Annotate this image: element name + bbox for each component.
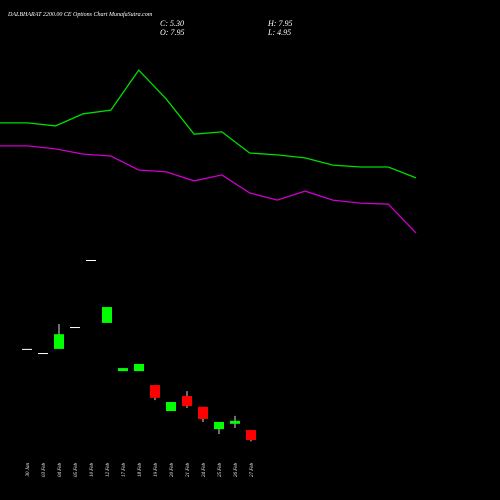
- x-tick-label: 03 Feb: [42, 463, 47, 478]
- ma-line: [0, 69, 417, 179]
- chart-title: DALBHARAT 2200.00 CE Options Chart Munaf…: [7, 11, 153, 18]
- candle-body: [214, 421, 224, 430]
- x-tick-label: 12 Feb: [106, 463, 111, 478]
- candle-body: [38, 353, 48, 355]
- candle-body: [134, 363, 144, 372]
- x-tick-label: 18 Feb: [138, 463, 143, 478]
- x-tick-label: 21 Feb: [186, 463, 191, 478]
- x-tick-label: 27 Feb: [250, 463, 255, 478]
- candle-body: [118, 368, 128, 372]
- info-close: C: 5.30: [160, 19, 184, 28]
- info-low: L: 4.95: [267, 28, 291, 37]
- x-tick-label: 04 Feb: [58, 463, 63, 478]
- candle-body: [22, 348, 32, 350]
- candle-body: [246, 430, 256, 441]
- info-open: O: 7.95: [160, 28, 184, 37]
- candle-body: [166, 401, 176, 412]
- x-tick-label: 05 Feb: [74, 463, 79, 478]
- candle-body: [230, 420, 240, 424]
- x-tick-label: 26 Feb: [234, 463, 239, 478]
- candle-body: [86, 259, 96, 261]
- x-tick-label: 30 Jan: [26, 463, 31, 477]
- x-tick-label: 17 Feb: [122, 463, 127, 478]
- candle-body: [102, 307, 112, 323]
- info-high: H: 7.95: [267, 19, 292, 28]
- x-tick-label: 20 Feb: [170, 463, 175, 478]
- candle-body: [70, 327, 80, 329]
- candle-body: [54, 334, 64, 349]
- ma-line: [0, 145, 417, 234]
- x-tick-label: 25 Feb: [218, 463, 223, 478]
- x-tick-label: 24 Feb: [202, 463, 207, 478]
- candle-body: [198, 406, 208, 419]
- x-tick-label: 10 Feb: [90, 463, 95, 478]
- x-tick-label: 19 Feb: [154, 463, 159, 478]
- candle-body: [150, 385, 160, 398]
- candle-body: [182, 395, 192, 407]
